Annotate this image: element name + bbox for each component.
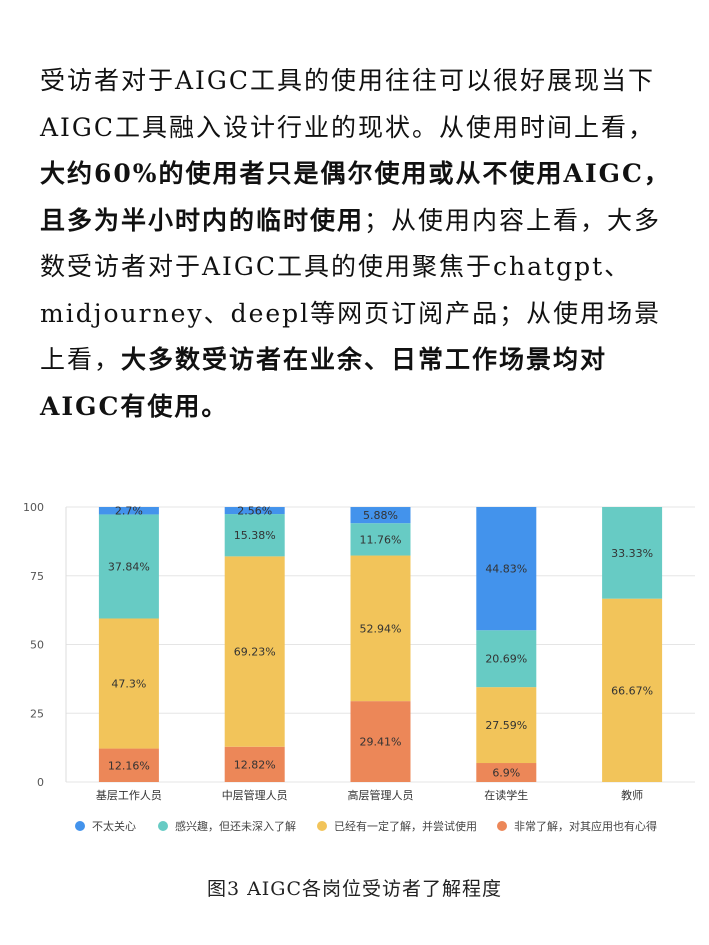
- data-label: 2.7%: [115, 505, 143, 518]
- y-tick-label: 75: [30, 570, 44, 583]
- legend-label: 非常了解，对其应用也有心得: [514, 819, 657, 833]
- figure-caption: 图3 AIGC各岗位受访者了解程度: [206, 878, 503, 900]
- data-label: 20.69%: [485, 653, 527, 666]
- para-text-1: 受访者对于AIGC工具的使用往往可以很好展现当下AIGC工具融入设计行业的现状。…: [40, 66, 656, 142]
- bar-segment: [602, 598, 663, 782]
- y-tick-label: 100: [23, 501, 44, 514]
- data-label: 44.83%: [485, 563, 527, 576]
- data-label: 5.88%: [363, 509, 398, 522]
- legend-label: 已经有一定了解，并尝试使用: [334, 819, 477, 833]
- data-label: 12.82%: [234, 758, 276, 771]
- data-label: 12.16%: [108, 759, 150, 772]
- y-tick-label: 25: [30, 707, 44, 720]
- legend-label: 感兴趣，但还未深入了解: [175, 819, 296, 833]
- y-tick-label: 0: [37, 776, 44, 789]
- bar-segment: [224, 507, 285, 515]
- intro-paragraph: 受访者对于AIGC工具的使用往往可以很好展现当下AIGC工具融入设计行业的现状。…: [40, 58, 680, 430]
- legend-marker: [317, 821, 327, 831]
- data-label: 2.56%: [237, 505, 272, 518]
- bar-segment: [98, 507, 159, 515]
- data-label: 11.76%: [360, 533, 402, 546]
- x-category-label: 高层管理人员: [348, 788, 414, 802]
- data-label: 15.38%: [234, 529, 276, 542]
- data-label: 27.59%: [485, 719, 527, 732]
- bar-segment: [350, 507, 411, 524]
- bar-segment: [350, 701, 411, 782]
- bar-segment: [98, 514, 159, 619]
- data-label: 52.94%: [360, 622, 402, 635]
- bar-segment: [98, 748, 159, 782]
- bar-segment: [476, 506, 537, 631]
- x-category-label: 在读学生: [484, 788, 528, 802]
- para-text-2: ；从使用内容上看，大多数受访者对于AIGC工具的使用聚焦于chatgpt、mid…: [40, 205, 662, 375]
- data-label: 66.67%: [611, 684, 653, 697]
- data-label: 69.23%: [234, 646, 276, 659]
- data-label: 29.41%: [360, 736, 402, 749]
- x-category-label: 教师: [621, 789, 643, 802]
- bar-segment: [224, 514, 285, 557]
- bar-segment: [98, 618, 159, 749]
- bar-segment: [476, 763, 537, 782]
- data-label: 33.33%: [611, 547, 653, 560]
- legend-marker: [158, 821, 168, 831]
- bar-segment: [350, 523, 411, 556]
- legend-marker: [497, 821, 507, 831]
- bar-segment: [476, 630, 537, 688]
- data-label: 47.3%: [111, 678, 146, 691]
- bar-segment: [350, 555, 411, 702]
- legend-label: 不太关心: [92, 819, 136, 833]
- bar-segment: [224, 556, 285, 747]
- para-bold-1: 大约60%的使用者只是偶尔使用或从不使用AIGC，且多为半小时内的临时使用: [40, 159, 671, 235]
- data-label: 37.84%: [108, 560, 150, 573]
- y-tick-label: 50: [30, 639, 44, 652]
- x-category-label: 中层管理人员: [222, 788, 288, 802]
- bar-segment: [476, 687, 537, 764]
- data-label: 6.9%: [492, 767, 520, 780]
- legend-marker: [75, 821, 85, 831]
- bar-segment: [602, 507, 663, 599]
- stacked-bar-chart: 0 25 50 75 100 12.16% 47.3% 37.84% 2.7% 基层工作人员 12.…: [23, 501, 695, 833]
- bar-segment: [224, 746, 285, 782]
- x-category-label: 基层工作人员: [96, 789, 162, 802]
- para-bold-2: 大多数受访者在业余、日常工作场景均对AIGC有使用。: [40, 345, 608, 421]
